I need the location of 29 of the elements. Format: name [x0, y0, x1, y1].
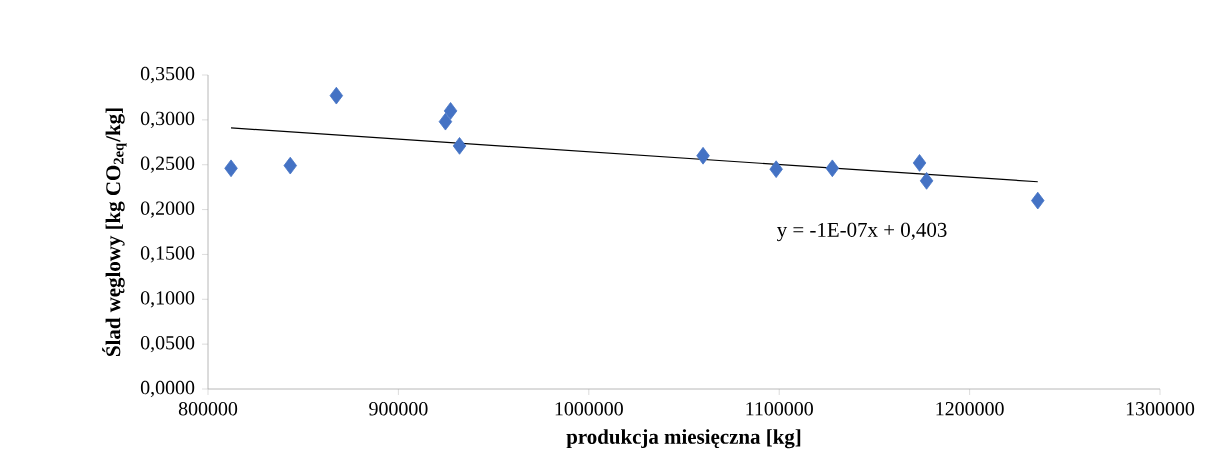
point	[443, 102, 458, 120]
x-tick-label: 1200000	[936, 402, 1004, 416]
y-axis-title: Ślad węglowy [kg CO$_{2eq}$/kg]	[102, 108, 127, 356]
point	[452, 137, 467, 155]
y-tick-label: 0,0000	[140, 380, 195, 398]
y-tick-label: 0,1000	[140, 291, 195, 308]
y-tick-label: 0,2000	[140, 201, 195, 218]
y-tick-label: 0,3000	[140, 111, 195, 129]
y-tick-label: 0,0500	[140, 335, 195, 353]
x-tick-label: 1000000	[555, 402, 623, 416]
x-tick-label: 1300000	[1126, 402, 1195, 416]
point	[696, 146, 710, 165]
y-tick-label: 0,3500	[140, 66, 195, 84]
point	[329, 86, 344, 105]
point	[438, 112, 453, 131]
annotation: y = -1E-07x + 0,403	[776, 222, 947, 242]
point	[224, 159, 238, 178]
x-axis-title: produkcja miesięczna [kg]	[566, 429, 801, 449]
point	[919, 172, 934, 190]
point	[283, 156, 297, 175]
y-tick-label: 0,1500	[140, 246, 195, 263]
x-tick-label: 800000	[178, 402, 238, 416]
point	[1031, 191, 1045, 210]
point	[825, 159, 840, 178]
x-tick-label: 900000	[369, 402, 428, 416]
x-tick-label: 1100000	[746, 402, 813, 416]
y-tick-label: 0,2500	[140, 156, 195, 173]
point	[769, 160, 783, 178]
point	[912, 154, 927, 172]
